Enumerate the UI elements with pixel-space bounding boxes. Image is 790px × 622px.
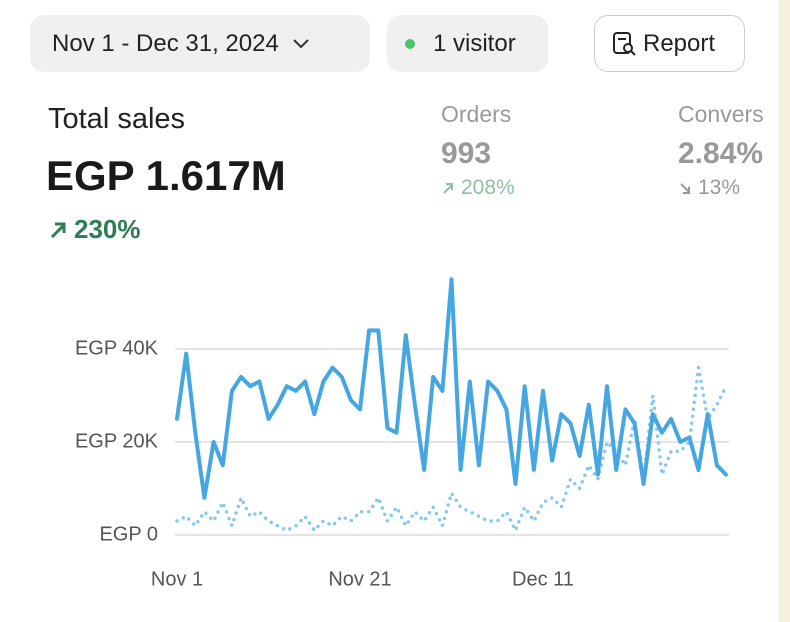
report-icon bbox=[613, 31, 636, 56]
change-value: 230% bbox=[74, 214, 141, 244]
y-tick-label: EGP 0 bbox=[99, 523, 158, 545]
metric-change: 208% bbox=[441, 176, 515, 200]
date-range: Nov 1 - Dec 31, 2024 bbox=[52, 29, 279, 57]
up-arrow bbox=[50, 222, 66, 238]
y-tick-label: EGP 40K bbox=[75, 337, 159, 359]
report-label: Report bbox=[643, 29, 716, 57]
y-tick-label: EGP 20K bbox=[75, 430, 159, 452]
chevron-icon bbox=[293, 38, 309, 48]
metric-change: 230% bbox=[48, 214, 141, 245]
comparison-line bbox=[175, 365, 728, 533]
date-range-button[interactable]: Nov 1 - Dec 31, 2024 bbox=[30, 15, 370, 72]
metric-label: Orders bbox=[441, 101, 512, 127]
metric-label: Total sales bbox=[48, 103, 186, 135]
sales-line bbox=[175, 277, 728, 500]
report-button[interactable]: Report bbox=[594, 15, 745, 72]
metric-value: EGP 1.617M bbox=[46, 152, 286, 199]
side-stripe bbox=[779, 0, 790, 622]
x-tick-label: Nov 1 bbox=[151, 568, 203, 590]
change-value: 208% bbox=[461, 176, 515, 199]
metric-value: 2.84% bbox=[678, 137, 764, 170]
metric-label: Convers bbox=[678, 101, 764, 127]
metric-change: 13% bbox=[678, 176, 740, 200]
visitors: 1 visitor bbox=[433, 29, 516, 57]
down-arrow bbox=[680, 183, 690, 194]
x-tick-label: Dec 11 bbox=[512, 568, 574, 590]
visitor-button[interactable]: 1 visitor bbox=[387, 15, 548, 72]
live-dot bbox=[405, 38, 415, 49]
x-tick-label: Nov 21 bbox=[328, 568, 391, 590]
change-value: 13% bbox=[698, 176, 741, 199]
metric-value: 993 bbox=[441, 137, 492, 170]
up-arrow bbox=[443, 183, 453, 194]
